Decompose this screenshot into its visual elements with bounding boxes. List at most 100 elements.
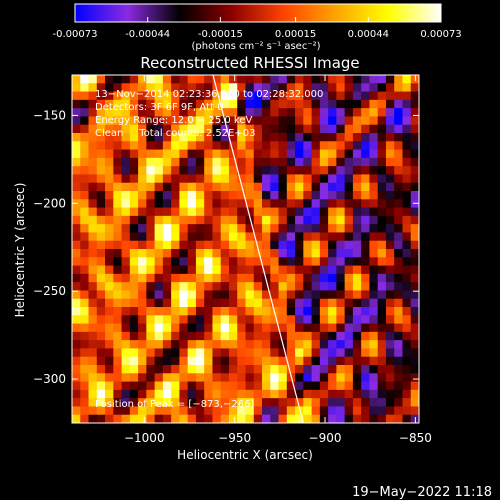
heatmap-cell bbox=[270, 331, 279, 341]
heatmap-cell bbox=[105, 282, 114, 291]
heatmap-cell bbox=[402, 166, 412, 175]
heatmap-cell bbox=[394, 166, 403, 175]
heatmap-cell bbox=[270, 290, 279, 300]
heatmap-cell bbox=[146, 174, 156, 184]
heatmap-cell bbox=[336, 307, 346, 316]
heatmap-cell bbox=[303, 307, 312, 316]
heatmap-cell bbox=[105, 356, 114, 366]
info-line-time: 13−Nov−2014 02:23:36.000 to 02:28:32.000 bbox=[95, 89, 323, 100]
heatmap-cell bbox=[385, 215, 395, 225]
heatmap-cell bbox=[253, 282, 263, 291]
heatmap-cell bbox=[80, 133, 89, 142]
heatmap-cell bbox=[270, 166, 279, 175]
heatmap-cell bbox=[270, 133, 279, 142]
heatmap-cell bbox=[394, 265, 403, 275]
heatmap-cell bbox=[171, 323, 180, 333]
heatmap-cell bbox=[278, 406, 288, 416]
heatmap-cell bbox=[311, 199, 321, 208]
heatmap-cell bbox=[220, 257, 230, 266]
heatmap-cell bbox=[262, 108, 271, 117]
heatmap-cell bbox=[212, 414, 222, 423]
heatmap-cell bbox=[352, 348, 362, 358]
heatmap-cell bbox=[204, 340, 213, 349]
heatmap-cell bbox=[88, 331, 98, 341]
heatmap-cell bbox=[129, 298, 139, 308]
heatmap-cell bbox=[154, 207, 164, 217]
heatmap-cell bbox=[253, 315, 263, 324]
heatmap-cell bbox=[402, 323, 412, 333]
x-axis-label: Heliocentric X (arcsec) bbox=[177, 448, 313, 462]
heatmap-cell bbox=[295, 298, 304, 308]
heatmap-cell bbox=[361, 133, 370, 142]
heatmap-cell bbox=[195, 389, 205, 399]
heatmap-cell bbox=[319, 356, 329, 366]
heatmap-cell bbox=[220, 414, 230, 423]
heatmap-cell bbox=[121, 174, 131, 184]
heatmap-cell bbox=[344, 373, 354, 382]
heatmap-cell bbox=[212, 182, 222, 192]
heatmap-cell bbox=[195, 398, 205, 407]
heatmap-cell bbox=[162, 224, 172, 233]
heatmap-cell bbox=[105, 99, 114, 109]
heatmap-cell bbox=[154, 414, 164, 423]
heatmap-cell bbox=[179, 174, 189, 184]
heatmap-cell bbox=[237, 232, 246, 242]
heatmap-cell bbox=[319, 133, 329, 142]
heatmap-cell bbox=[228, 141, 238, 150]
heatmap-cell bbox=[295, 182, 304, 192]
heatmap-cell bbox=[352, 265, 362, 275]
heatmap-cell bbox=[385, 174, 395, 184]
heatmap-cell bbox=[121, 149, 131, 159]
heatmap-cell bbox=[303, 91, 312, 101]
heatmap-cell bbox=[253, 224, 263, 233]
heatmap-cell bbox=[253, 116, 263, 126]
heatmap-cell bbox=[228, 315, 238, 324]
heatmap-cell bbox=[187, 290, 197, 300]
heatmap-cell bbox=[105, 265, 114, 275]
heatmap-cell bbox=[311, 331, 321, 341]
heatmap-cell bbox=[344, 157, 354, 167]
heatmap-cell bbox=[204, 166, 213, 175]
heatmap-cell bbox=[154, 182, 164, 192]
heatmap-cell bbox=[352, 149, 362, 159]
heatmap-cell bbox=[105, 166, 114, 175]
heatmap-cell bbox=[344, 365, 354, 374]
heatmap-cell bbox=[228, 323, 238, 333]
heatmap-cell bbox=[220, 99, 230, 109]
heatmap-cell bbox=[228, 224, 238, 233]
heatmap-cell bbox=[402, 174, 412, 184]
heatmap-cell bbox=[245, 373, 255, 382]
heatmap-cell bbox=[72, 373, 81, 382]
heatmap-cell bbox=[96, 174, 106, 184]
heatmap-cell bbox=[179, 133, 189, 142]
heatmap-cell bbox=[195, 331, 205, 341]
heatmap-cell bbox=[138, 99, 147, 109]
heatmap-cell bbox=[319, 124, 329, 134]
heatmap-cell bbox=[361, 389, 370, 399]
heatmap-cell bbox=[295, 373, 304, 382]
heatmap-cell bbox=[253, 141, 263, 150]
heatmap-cell bbox=[146, 191, 156, 200]
heatmap-cell bbox=[187, 232, 197, 242]
heatmap-cell bbox=[138, 215, 147, 225]
heatmap-cell bbox=[303, 257, 312, 266]
heatmap-cell bbox=[204, 331, 213, 341]
heatmap-cell bbox=[361, 207, 370, 217]
heatmap-cell bbox=[402, 133, 412, 142]
heatmap-cell bbox=[237, 166, 246, 175]
heatmap-cell bbox=[88, 389, 98, 399]
heatmap-cell bbox=[295, 108, 304, 117]
heatmap-cell bbox=[162, 389, 172, 399]
heatmap-cell bbox=[278, 141, 288, 150]
heatmap-cell bbox=[369, 249, 379, 258]
heatmap-cell bbox=[336, 340, 346, 349]
heatmap-cell bbox=[80, 273, 89, 283]
heatmap-cell bbox=[286, 224, 296, 233]
heatmap-cell bbox=[237, 91, 246, 101]
heatmap-cell bbox=[220, 199, 230, 208]
heatmap-cell bbox=[361, 182, 370, 192]
heatmap-cell bbox=[270, 116, 279, 126]
heatmap-cell bbox=[286, 157, 296, 167]
heatmap-cell bbox=[96, 166, 106, 175]
heatmap-cell bbox=[113, 406, 122, 416]
